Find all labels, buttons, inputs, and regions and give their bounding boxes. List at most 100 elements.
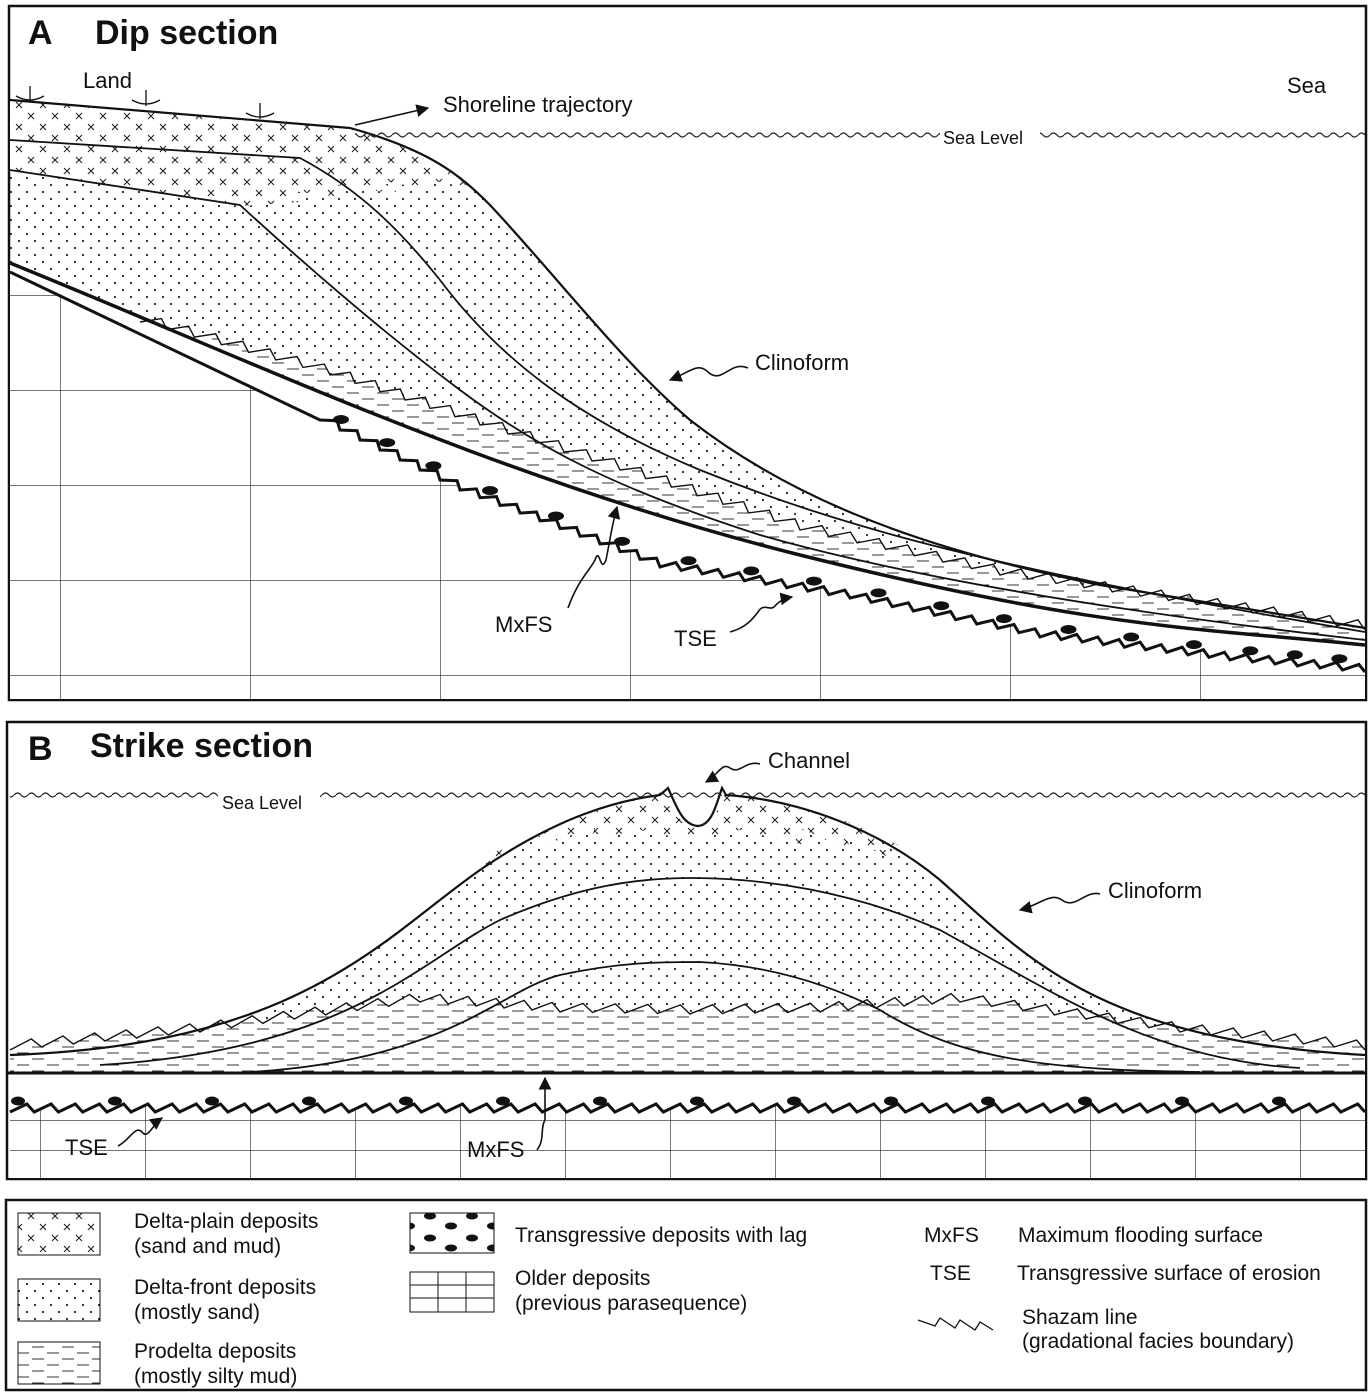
lag-pebble — [548, 511, 564, 521]
lag-pebble — [884, 1096, 898, 1106]
label: Sea Level — [222, 793, 302, 813]
legend-label: Prodelta deposits — [134, 1340, 296, 1363]
lag-pebble — [870, 588, 887, 598]
lag-pebble — [11, 1096, 25, 1106]
lag-pebble — [995, 614, 1012, 624]
clinoform-line — [9, 785, 1366, 1057]
clinoform-line — [249, 961, 1201, 1073]
arrow — [729, 592, 794, 633]
label-bg — [218, 792, 320, 812]
arrow — [117, 1117, 164, 1147]
legend-label: Shazam line — [1022, 1306, 1138, 1329]
lag-pebble — [379, 438, 396, 448]
mxfs-line — [9, 261, 1366, 647]
legend-note: (gradational facies boundary) — [1022, 1330, 1294, 1353]
sea-level — [10, 790, 1365, 800]
arrow — [668, 365, 749, 382]
lag-pebble — [1175, 1096, 1189, 1106]
clinoform-line — [9, 139, 1366, 633]
legend-label: Transgressive deposits with lag — [515, 1224, 807, 1247]
legend-note: (mostly sand) — [134, 1301, 260, 1324]
legend-swatch — [917, 1317, 994, 1331]
clinoform-line — [9, 169, 1366, 641]
legend-note: (mostly silty mud) — [134, 1365, 297, 1388]
lag-pebble — [787, 1096, 801, 1106]
panel-letter: B — [28, 730, 53, 768]
older-deposits — [10, 272, 1365, 699]
lag-pebble — [333, 415, 349, 424]
legend-swatch — [409, 1271, 495, 1313]
lag-pebble — [933, 601, 950, 611]
lag-pebble — [205, 1096, 219, 1106]
lag-pebble — [302, 1096, 316, 1106]
legend-note: (previous parasequence) — [515, 1292, 747, 1315]
lag-pebble — [690, 1096, 704, 1106]
label: TSE — [674, 626, 717, 651]
lag-pebble — [1331, 654, 1348, 664]
lag-pebble — [614, 536, 630, 546]
legend-frame — [4, 1198, 1368, 1392]
lag-pebble — [1123, 632, 1140, 642]
label: TSE — [65, 1135, 108, 1160]
tse-line — [9, 270, 1367, 673]
legend-swatch — [17, 1278, 101, 1322]
arrow — [354, 104, 430, 126]
panel-letter: A — [28, 14, 53, 52]
legend-abbr: MxFS — [924, 1224, 979, 1247]
arrow — [704, 762, 761, 783]
lag-pebble — [108, 1096, 122, 1106]
lag-pebble — [425, 461, 442, 471]
legend-abbr: TSE — [930, 1262, 971, 1285]
lag-pebble — [593, 1096, 607, 1106]
label: Clinoform — [1108, 878, 1202, 903]
lag-pebble — [1272, 1096, 1286, 1106]
label: MxFS — [467, 1137, 524, 1162]
lag-pebble — [981, 1096, 995, 1106]
lag-pebble — [743, 566, 760, 576]
label: Sea — [1287, 73, 1327, 98]
legend-swatch — [409, 1212, 495, 1254]
arrow — [1018, 892, 1101, 914]
panel-dip: A Dip section Land Sea Shoreline traject… — [7, 4, 1368, 702]
label: Land — [83, 68, 132, 93]
delta-plain — [10, 100, 470, 206]
marsh-symbol — [15, 86, 275, 119]
lag-pebble — [805, 576, 822, 586]
lag-pebble — [1286, 650, 1303, 660]
prodelta — [10, 993, 1365, 1073]
legend-label: Transgressive surface of erosion — [1017, 1262, 1321, 1285]
legend-label: Delta-front deposits — [134, 1276, 316, 1299]
lag-pebble — [399, 1096, 413, 1106]
label: Clinoform — [755, 350, 849, 375]
lag-pebble — [1078, 1096, 1092, 1106]
sea-level — [355, 130, 1365, 140]
panel-title: Strike section — [90, 727, 313, 765]
older-deposits — [10, 1104, 1365, 1178]
shazam-line — [139, 317, 1366, 631]
shazam-line — [9, 992, 1366, 1051]
legend-swatch — [17, 1212, 101, 1256]
lag-pebble — [496, 1096, 510, 1106]
delta-front — [10, 795, 1365, 1073]
label: Channel — [768, 748, 850, 773]
panel-strike: B Strike section Channel Sea Level Clino… — [5, 720, 1368, 1181]
legend-label: Older deposits — [515, 1267, 650, 1290]
tse-line — [9, 1102, 1367, 1114]
label: MxFS — [495, 612, 552, 637]
clinoform-line — [9, 98, 1366, 630]
panel-title: Dip section — [95, 14, 278, 52]
legend: Delta-plain deposits (sand and mud) Delt… — [4, 1198, 1368, 1392]
lag-pebble — [1185, 640, 1202, 650]
legend-swatch — [17, 1341, 101, 1385]
lag-pebble — [1060, 624, 1077, 634]
clinoform-line — [99, 877, 1301, 1069]
label: Sea Level — [943, 128, 1023, 148]
label-bg — [940, 128, 1040, 148]
arrow — [536, 1076, 552, 1151]
label: Shoreline trajectory — [443, 92, 633, 117]
lag-pebble — [482, 486, 498, 496]
legend-label: Maximum flooding surface — [1018, 1224, 1263, 1247]
lag-pebble — [1242, 646, 1259, 656]
